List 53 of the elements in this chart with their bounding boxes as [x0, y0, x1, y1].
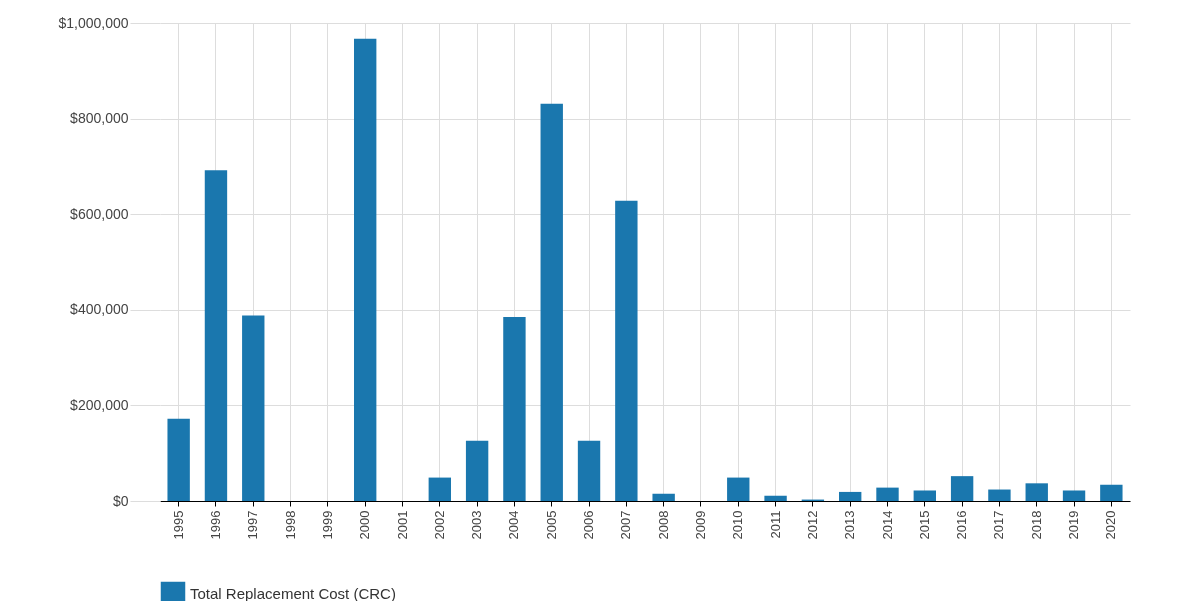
x-tick-label: 2008	[655, 510, 671, 540]
bar	[503, 316, 526, 501]
x-tick-label: 2009	[692, 510, 708, 540]
bar	[1100, 484, 1123, 501]
y-tick-label: $400,000	[70, 301, 129, 318]
x-tick-label: 1996	[207, 510, 223, 540]
bar	[615, 200, 638, 501]
bar	[465, 440, 489, 501]
bar	[913, 490, 936, 501]
bar	[354, 38, 377, 501]
y-tick-label: $600,000	[70, 205, 129, 222]
bar	[727, 477, 750, 501]
bar	[204, 170, 228, 501]
x-tick-label: 2018	[1028, 510, 1044, 540]
x-tick-label: 2011	[767, 510, 783, 539]
bar	[652, 493, 675, 501]
x-tick-label: 2006	[581, 510, 597, 540]
bar	[1062, 490, 1086, 501]
x-tick-label: 2020	[1103, 510, 1119, 540]
x-tick-label: 2012	[804, 510, 820, 540]
x-tick-label: 2014	[879, 510, 895, 540]
x-tick-label: 1995	[170, 510, 186, 540]
bar	[577, 440, 601, 501]
y-tick-label: $200,000	[70, 396, 129, 413]
x-tick-label: 1998	[282, 510, 298, 540]
bar	[540, 103, 563, 501]
y-tick-label: $1,000,000	[58, 14, 129, 31]
bar	[167, 418, 190, 501]
bar	[876, 487, 899, 501]
x-tick-label: 2017	[991, 510, 1007, 540]
x-tick-label: 2010	[730, 510, 746, 540]
bar	[242, 315, 265, 501]
x-tick-label: 2019	[1066, 510, 1082, 540]
bar	[950, 476, 974, 501]
x-tick-label: 2013	[842, 510, 858, 540]
x-tick-label: 2005	[543, 510, 559, 540]
x-tick-label: 2016	[954, 510, 970, 540]
x-tick-label: 1997	[245, 510, 261, 540]
x-tick-label: 1999	[319, 510, 335, 540]
y-tick-label: $0	[112, 492, 129, 509]
bar	[1025, 483, 1048, 501]
bar	[428, 477, 451, 501]
x-tick-label: 2002	[431, 510, 447, 540]
x-tick-label: 2004	[506, 510, 522, 540]
bar	[839, 491, 862, 501]
bar	[988, 489, 1011, 501]
x-tick-label: 2000	[357, 510, 373, 540]
y-tick-label: $800,000	[70, 110, 129, 127]
x-tick-label: 2003	[469, 510, 485, 540]
x-tick-label: 2007	[618, 510, 634, 540]
x-tick-label: 2015	[916, 510, 932, 540]
x-tick-label: 2001	[394, 510, 410, 540]
bar	[764, 495, 787, 501]
